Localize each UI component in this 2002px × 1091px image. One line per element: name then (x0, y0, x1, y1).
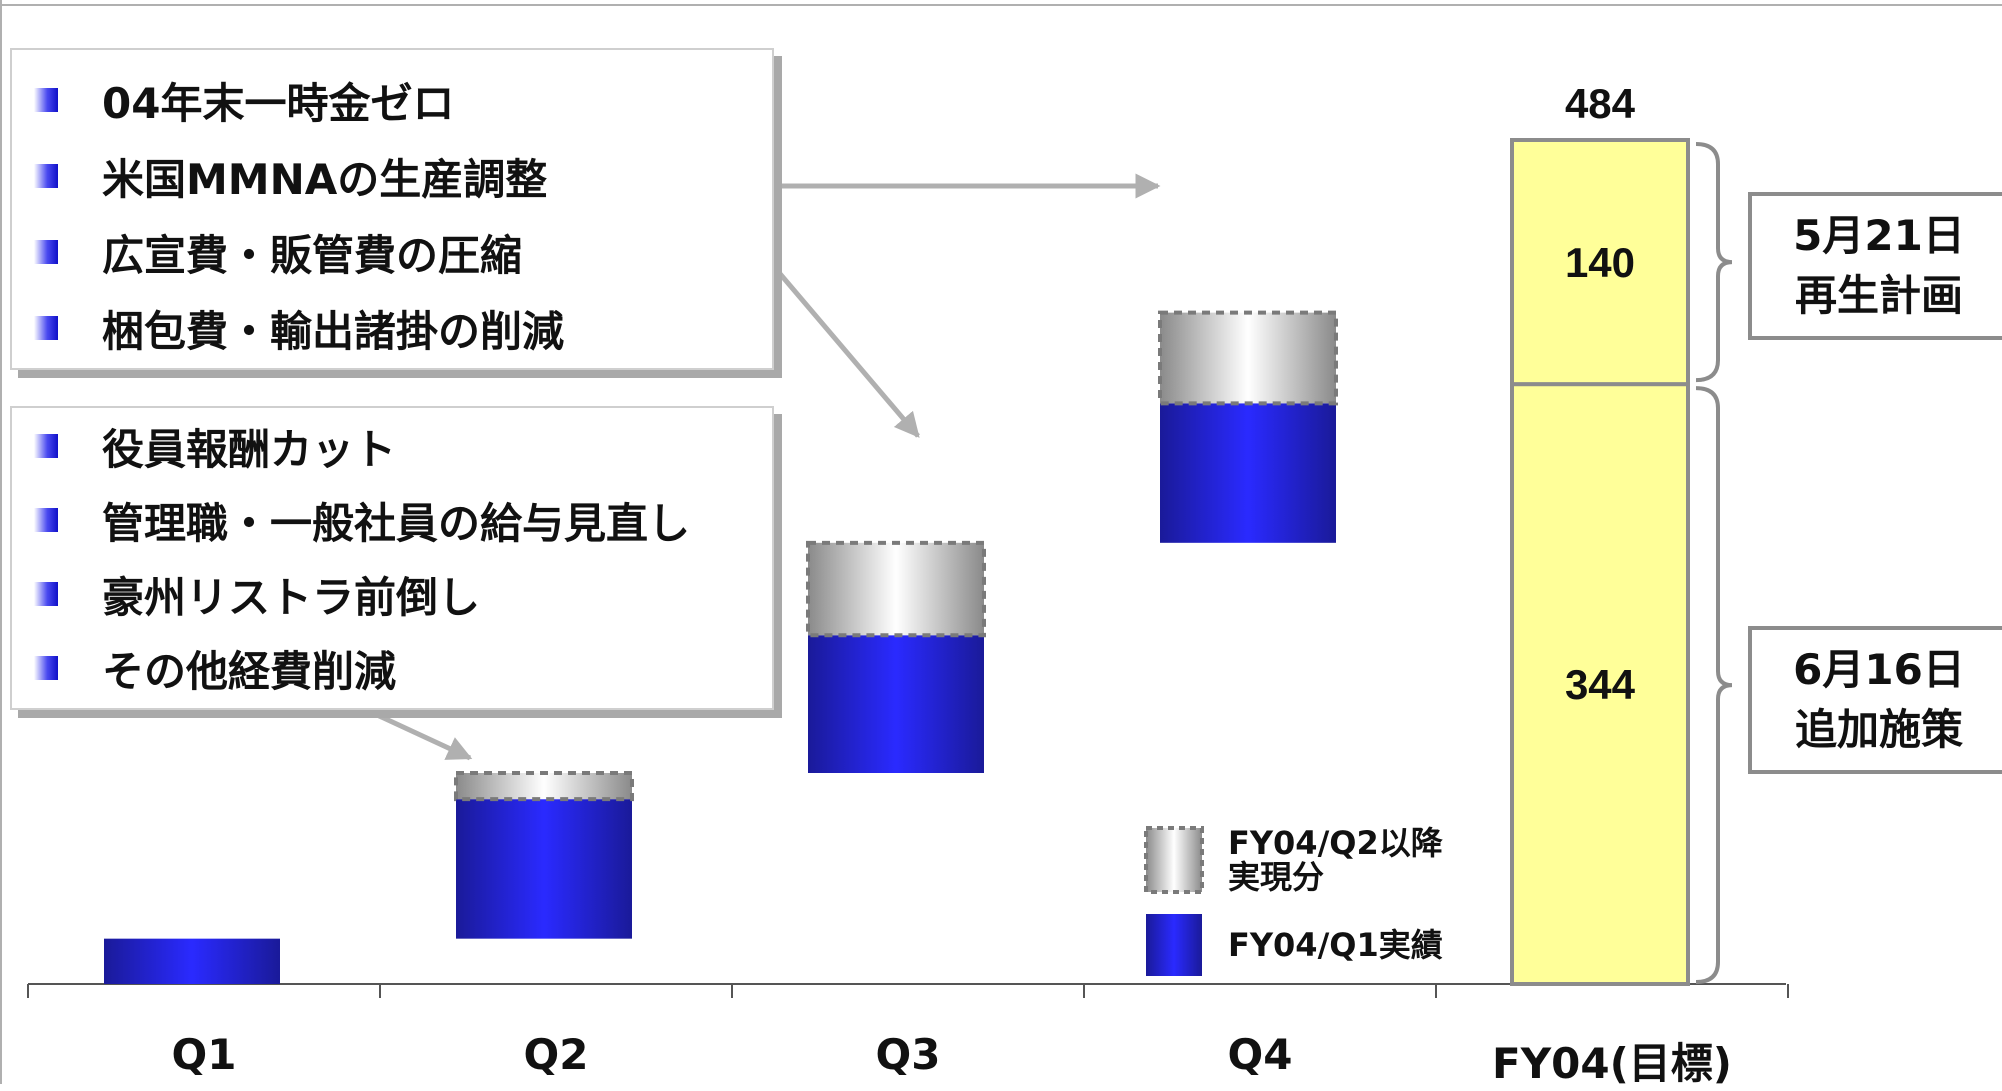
bar-group (104, 310, 1338, 984)
legend-swatch-actual (1146, 914, 1202, 976)
brace-upper (1695, 142, 1733, 383)
note-date: 5月21日 (1793, 211, 1965, 260)
bar-realized (454, 771, 634, 802)
callout-item: その他経費削減 (34, 638, 396, 698)
callout-box-additional: 役員報酬カット 管理職・一般社員の給与見直し 豪州リストラ前倒し その他経費削減 (10, 406, 774, 710)
bullet-icon (34, 88, 58, 112)
note-text: 再生計画 (1794, 271, 1963, 320)
callout-item: 豪州リストラ前倒し (34, 564, 480, 624)
arrow-to-q3 (768, 260, 920, 438)
bullet-icon (34, 316, 58, 340)
bullet-icon (34, 240, 58, 264)
bar-actual (1160, 403, 1336, 543)
bar-actual (456, 799, 632, 939)
note-box-additional: 6月16日 追加施策 (1748, 626, 2002, 774)
category-label: Q4 (1227, 1030, 1293, 1079)
category-label: Q1 (171, 1030, 237, 1079)
bar-realized (1158, 310, 1338, 406)
callout-item: 広宣費・販管費の圧縮 (34, 222, 522, 282)
bullet-icon (34, 656, 58, 680)
note-box-plan: 5月21日 再生計画 (1748, 192, 2002, 340)
bullet-icon (34, 434, 58, 458)
target-segment-label: 140 (1565, 239, 1635, 286)
legend-swatch-realized (1144, 826, 1204, 894)
bullet-icon (34, 508, 58, 532)
legend-label-realized: FY04/Q2以降 実現分 (1228, 824, 1443, 896)
target-segment-label: 344 (1565, 661, 1636, 708)
target-segment (1510, 138, 1690, 387)
callout-item: 梱包費・輸出諸掛の削減 (34, 298, 564, 358)
bar-realized (806, 540, 986, 638)
x-axis-ticks (27, 984, 1789, 998)
category-label: FY04(目標) (1492, 1039, 1732, 1088)
callout-item: 米国MMNAの生産調整 (34, 146, 547, 206)
category-label: Q3 (875, 1030, 941, 1079)
bullet-icon (34, 164, 58, 188)
callout-item: 管理職・一般社員の給与見直し (34, 490, 690, 550)
target-segment (1510, 382, 1690, 987)
arrow-to-q2 (360, 705, 473, 761)
bar-actual (104, 938, 280, 984)
target-bar-group: 344 140 484 (1510, 80, 1690, 987)
note-date: 6月16日 (1793, 645, 1965, 694)
note-text: 追加施策 (1794, 705, 1963, 754)
bullet-icon (34, 582, 58, 606)
callout-item: 役員報酬カット (34, 416, 396, 476)
callout-item: 04年末一時金ゼロ (34, 70, 454, 130)
category-label: Q2 (523, 1030, 589, 1079)
bar-actual (808, 635, 984, 773)
legend-label-actual: FY04/Q1実績 (1228, 926, 1443, 964)
callout-box-plan: 04年末一時金ゼロ 米国MMNAの生産調整 広宣費・販管費の圧縮 梱包費・輸出諸… (10, 48, 774, 370)
brace-lower (1695, 386, 1733, 984)
target-total-label: 484 (1565, 80, 1636, 127)
